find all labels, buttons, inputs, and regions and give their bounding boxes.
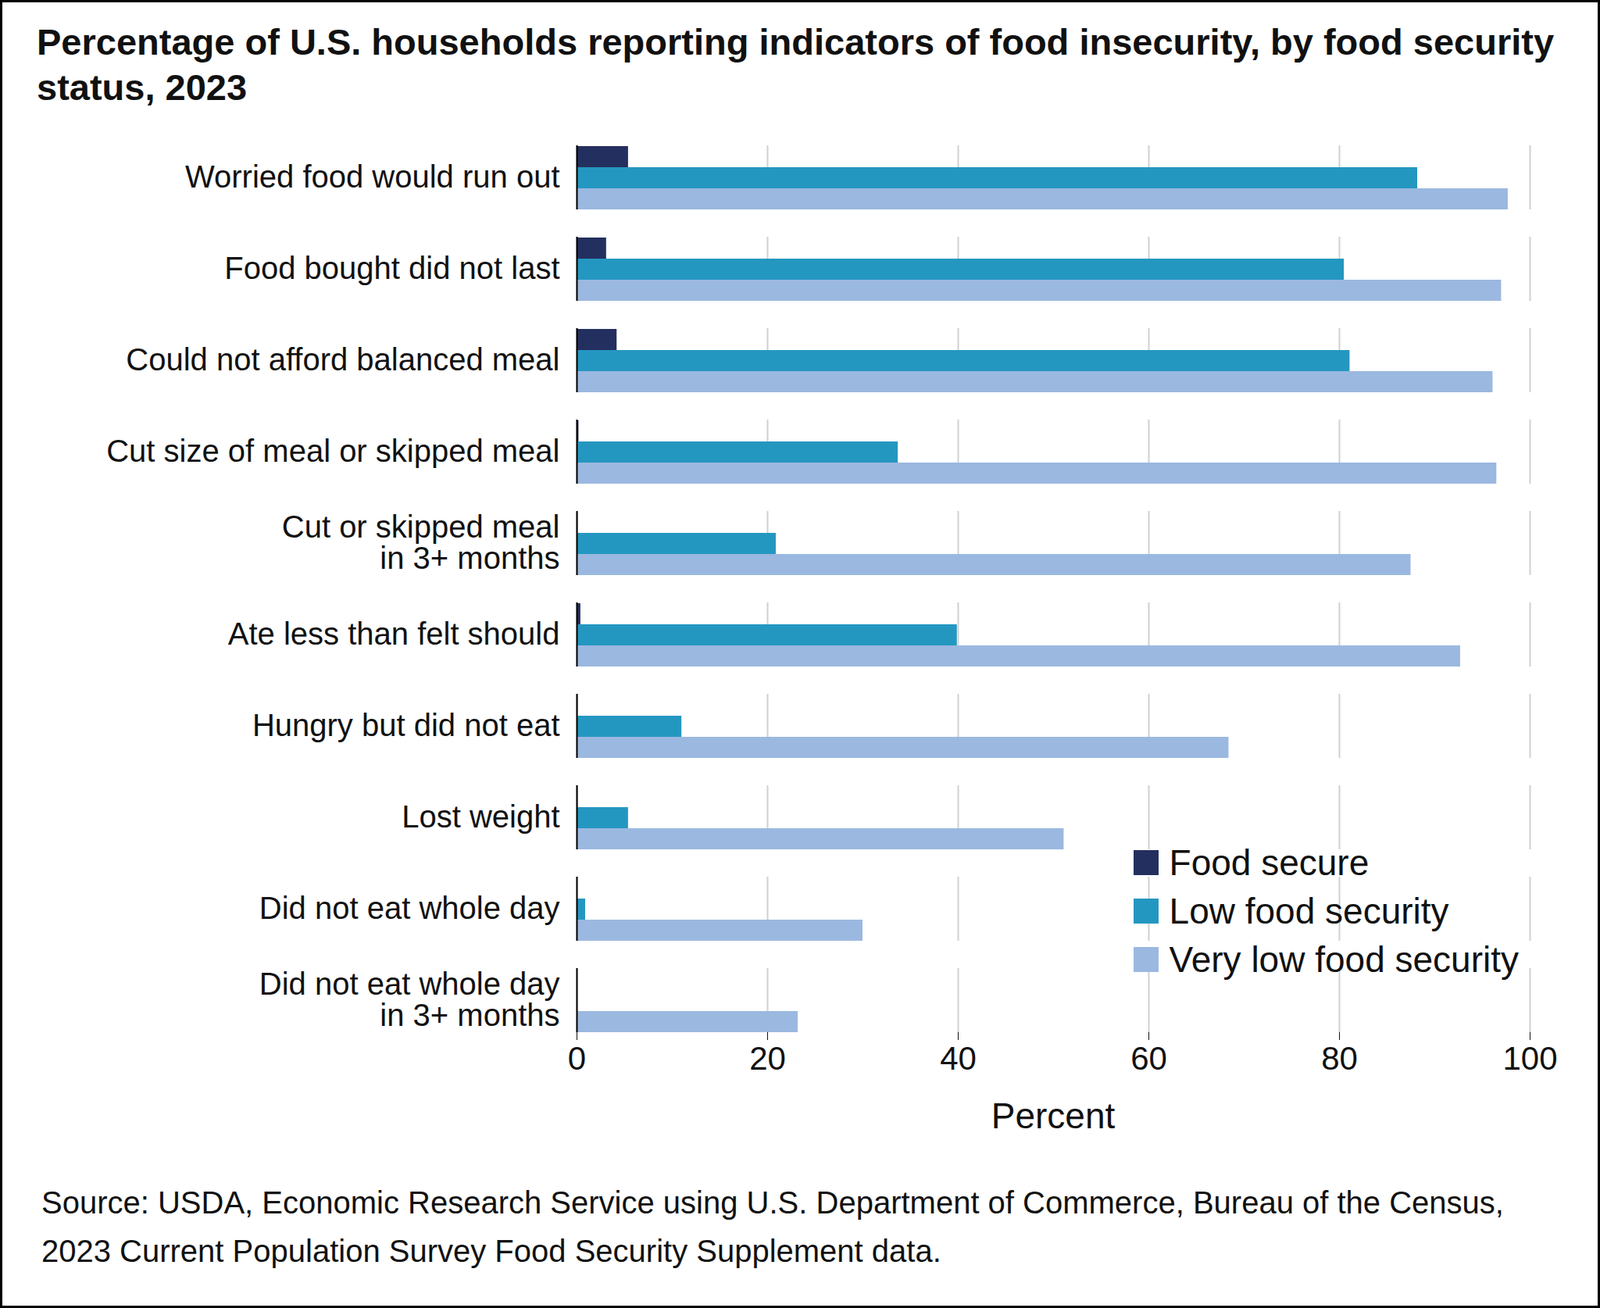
svg-text:Hungry but did not eat: Hungry but did not eat bbox=[252, 707, 561, 743]
svg-text:40: 40 bbox=[939, 1039, 977, 1077]
html-text:Percentage of U.S. households: Percentage of U.S. households reporting … bbox=[36, 21, 1554, 108]
html-text:Low food security: Low food security bbox=[1169, 890, 1449, 932]
svg-text:Did not eat whole dayin 3+ mon: Did not eat whole dayin 3+ months bbox=[259, 966, 561, 1033]
svg-text:Worried food would run out: Worried food would run out bbox=[185, 159, 561, 194]
svg-text:Lost weight: Lost weight bbox=[401, 799, 560, 834]
svg-text:80: 80 bbox=[1321, 1039, 1358, 1077]
svg-text:Cut size of meal or skipped me: Cut size of meal or skipped meal bbox=[106, 433, 560, 468]
html-text:Very low food security: Very low food security bbox=[1169, 939, 1519, 980]
svg-text:100: 100 bbox=[1502, 1039, 1558, 1077]
html-text:Source: USDA, Economic Researc: Source: USDA, Economic Research Service … bbox=[41, 1185, 1504, 1268]
html-text:Food secure: Food secure bbox=[1169, 842, 1369, 883]
svg-text:Could not afford balanced meal: Could not afford balanced meal bbox=[125, 342, 560, 377]
html-text:Percent: Percent bbox=[991, 1095, 1116, 1136]
svg-text:Did not eat whole day: Did not eat whole day bbox=[259, 890, 561, 925]
svg-text:Ate less than felt should: Ate less than felt should bbox=[228, 616, 561, 651]
svg-text:20: 20 bbox=[749, 1039, 786, 1077]
svg-text:0: 0 bbox=[567, 1039, 586, 1077]
svg-text:60: 60 bbox=[1130, 1039, 1168, 1077]
svg-text:Cut or skipped mealin 3+ month: Cut or skipped mealin 3+ months bbox=[282, 509, 561, 575]
svg-text:Food bought did not last: Food bought did not last bbox=[224, 250, 560, 286]
